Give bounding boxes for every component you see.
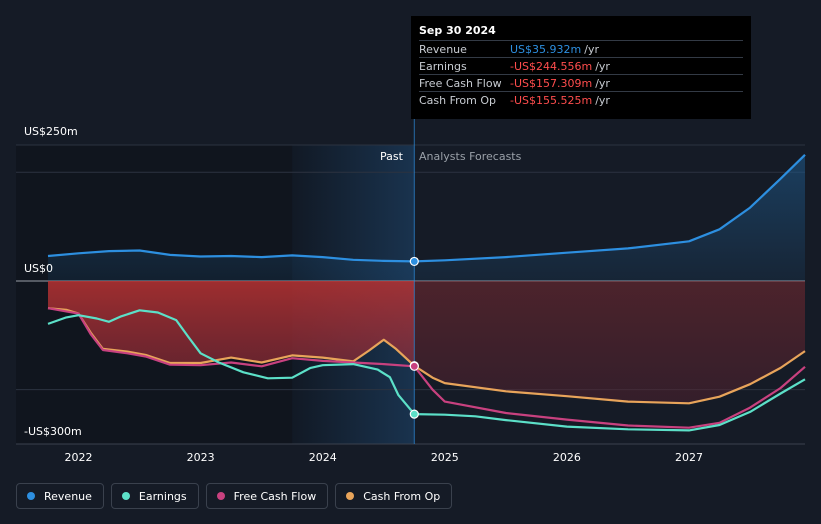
x-tick-label: 2022 [64, 451, 93, 464]
negative-area-forecast [414, 281, 805, 404]
tooltip-row-cash-from-op: Cash From Op -US$155.525m/yr [419, 91, 743, 108]
x-tick-label: 2027 [675, 451, 703, 464]
x-tick-label: 2025 [430, 451, 459, 464]
y-tick-label-top: US$250m [24, 125, 78, 138]
forecast-label: Analysts Forecasts [419, 150, 522, 163]
x-tick-label: 2023 [186, 451, 215, 464]
free-cash-flow-line-forecast [414, 365, 806, 429]
legend-item-free-cash-flow[interactable]: Free Cash Flow [205, 483, 329, 509]
revenue-marker [409, 256, 419, 267]
legend-dot-icon [216, 492, 225, 500]
negative-area-past [48, 281, 415, 366]
chart-legend: Revenue Earnings Free Cash Flow Cash Fro… [16, 483, 453, 511]
hover-tooltip: Sep 30 2024 Revenue US$35.932m/yr Earnin… [411, 16, 751, 119]
revenue-line-forecast [414, 154, 806, 263]
tooltip-row-revenue: Revenue US$35.932m/yr [419, 40, 743, 57]
y-tick-label-zero: US$0 [24, 262, 54, 275]
legend-item-earnings[interactable]: Earnings [110, 483, 199, 509]
y-tick-label-bottom: -US$300m [24, 425, 82, 438]
free-cash-flow-line-past [47, 307, 415, 369]
tooltip-row-free-cash-flow: Free Cash Flow -US$157.309m/yr [419, 74, 743, 91]
x-tick-label: 2024 [308, 451, 337, 464]
x-tick-label: 2026 [552, 451, 581, 464]
series-lines [47, 154, 806, 432]
legend-dot-icon [346, 492, 355, 500]
tooltip-value: US$35.932m/yr [510, 43, 599, 56]
series-markers [409, 256, 419, 419]
legend-item-revenue[interactable]: Revenue [16, 483, 104, 509]
earnings-line-forecast [414, 378, 806, 432]
free-cash-flow-marker [409, 361, 419, 371]
tooltip-date: Sep 30 2024 [419, 24, 496, 37]
earnings-marker [409, 409, 419, 419]
legend-item-cash-from-op[interactable]: Cash From Op [335, 483, 453, 509]
revenue-line-past [47, 249, 415, 263]
tooltip-label: Earnings [419, 60, 467, 73]
legend-label: Free Cash Flow [233, 489, 317, 503]
legend-dot-icon [27, 492, 35, 500]
tooltip-label: Revenue [419, 43, 467, 56]
cash-from-op-line-forecast [414, 350, 806, 405]
legend-label: Cash From Op [363, 489, 441, 503]
legend-label: Earnings [138, 489, 187, 503]
past-label: Past [380, 150, 403, 163]
earnings-line-past [47, 309, 415, 416]
tooltip-label: Free Cash Flow [419, 77, 502, 90]
tooltip-value: -US$155.525m/yr [510, 94, 610, 107]
tooltip-label: Cash From Op [419, 94, 497, 107]
tooltip-row-earnings: Earnings -US$244.556m/yr [419, 57, 743, 74]
cash-from-op-line-past [47, 307, 415, 368]
tooltip-value: -US$244.556m/yr [510, 60, 610, 73]
legend-label: Revenue [44, 489, 92, 503]
legend-dot-icon [121, 492, 130, 500]
tooltip-value: -US$157.309m/yr [510, 77, 610, 90]
